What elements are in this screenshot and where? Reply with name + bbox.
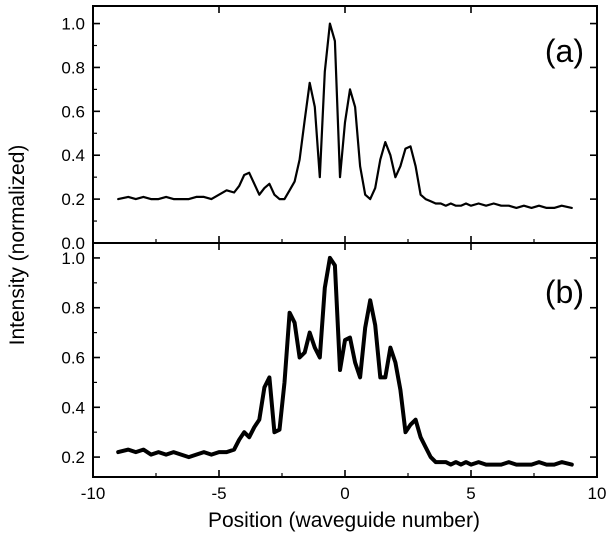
y-tick-label: 0.2 — [61, 448, 85, 467]
y-tick-label: 1.0 — [61, 249, 85, 268]
plot-frame — [92, 242, 598, 478]
y-tick-label: 0.2 — [61, 190, 85, 209]
panel-label: (b) — [545, 274, 584, 310]
y-tick-label: 0.4 — [61, 146, 85, 165]
y-tick-label: 0.8 — [61, 299, 85, 318]
y-tick-label: 0.4 — [61, 398, 85, 417]
x-tick-label: -5 — [211, 484, 226, 503]
x-tick-label: -10 — [81, 484, 106, 503]
y-tick-label: 0.0 — [61, 234, 85, 253]
panel-label: (a) — [545, 33, 584, 69]
x-axis-title: Position (waveguide number) — [208, 509, 480, 532]
x-tick-label: 5 — [466, 484, 475, 503]
panel-b: -10 -5 0 5 10 0.2 0.4 0.6 0.8 1.0 (b) — [61, 242, 607, 503]
series-line — [116, 255, 574, 467]
y-tick-label: 0.6 — [61, 349, 85, 368]
x-tick-label: 0 — [340, 484, 349, 503]
series-line — [117, 22, 573, 209]
x-tick-label: 10 — [588, 484, 607, 503]
y-tick-label: 1.0 — [61, 15, 85, 34]
y-tick-label: 0.8 — [61, 58, 85, 77]
y-axis-title: Intensity (normalized) — [6, 145, 29, 346]
y-tick-label: 0.6 — [61, 102, 85, 121]
panel-a: 0.0 0.2 0.4 0.6 0.8 1.0 (a) — [61, 5, 598, 253]
